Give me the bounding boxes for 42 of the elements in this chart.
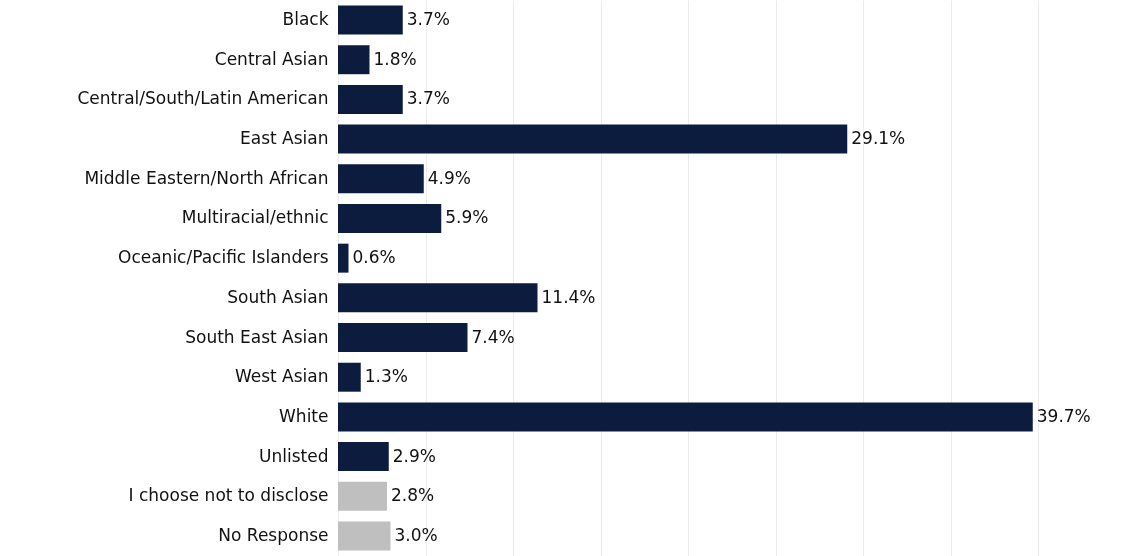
y-tick-label: East Asian — [240, 128, 329, 149]
y-tick-label: No Response — [218, 524, 329, 545]
bar — [338, 84, 403, 114]
bar — [338, 203, 442, 233]
data-label: 1.3% — [364, 366, 408, 387]
data-label: 1.8% — [373, 48, 417, 69]
data-label: 3.7% — [406, 9, 450, 30]
data-label: 2.9% — [392, 445, 436, 466]
bar — [338, 283, 538, 313]
data-label: 5.9% — [445, 207, 489, 228]
y-tick-label: West Asian — [234, 366, 329, 387]
data-label: 0.6% — [352, 247, 396, 268]
data-label: 7.4% — [471, 326, 515, 347]
bar — [338, 164, 424, 194]
bar — [338, 45, 370, 75]
y-tick-label: I choose not to disclose — [128, 485, 329, 506]
bar — [338, 442, 389, 472]
data-label: 3.0% — [394, 524, 438, 545]
bar — [338, 5, 403, 35]
data-label: 4.9% — [427, 167, 471, 188]
y-tick-label: White — [279, 405, 329, 426]
data-label: 39.7% — [1036, 405, 1091, 426]
bar — [338, 323, 468, 353]
y-tick-label: Central Asian — [214, 48, 329, 69]
y-tick-label: South Asian — [227, 286, 329, 307]
bar — [338, 124, 848, 154]
y-tick-label: Middle Eastern/North African — [84, 167, 329, 188]
y-tick-label: Oceanic/Pacific Islanders — [118, 247, 329, 268]
bar — [338, 362, 361, 392]
y-tick-label: Multiracial/ethnic — [181, 207, 329, 228]
y-tick-label: South East Asian — [185, 326, 329, 347]
y-tick-label: Central/South/Latin American — [77, 88, 329, 109]
y-tick-label: Black — [282, 9, 329, 30]
bar — [338, 402, 1033, 432]
data-label: 29.1% — [851, 128, 906, 149]
data-label: 2.8% — [391, 485, 435, 506]
bar — [338, 243, 349, 273]
data-label: 3.7% — [406, 88, 450, 109]
y-tick-label: Unlisted — [259, 445, 329, 466]
bar — [338, 521, 391, 551]
bar — [338, 481, 387, 511]
data-label: 11.4% — [541, 286, 596, 307]
